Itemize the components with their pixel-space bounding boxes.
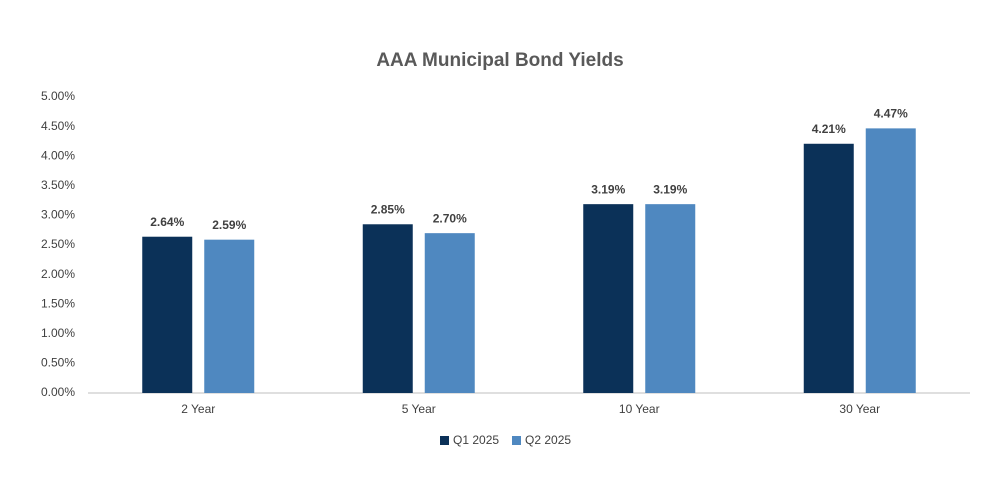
y-tick-label: 5.00% <box>41 89 75 103</box>
value-label: 2.70% <box>433 211 467 225</box>
value-label: 4.47% <box>874 107 908 121</box>
value-label: 2.85% <box>371 202 405 216</box>
bar <box>204 239 255 393</box>
bar <box>803 143 854 393</box>
value-label: 3.19% <box>653 182 687 196</box>
legend-swatch <box>440 436 449 445</box>
y-tick-label: 0.50% <box>41 356 75 370</box>
y-tick-label: 4.00% <box>41 148 75 162</box>
y-tick-label: 3.00% <box>41 208 75 222</box>
value-label: 2.59% <box>212 218 246 232</box>
value-label: 3.19% <box>591 182 625 196</box>
y-tick-label: 1.00% <box>41 326 75 340</box>
value-label: 2.64% <box>150 215 184 229</box>
bar <box>362 224 413 393</box>
bar <box>424 233 475 393</box>
chart-title: AAA Municipal Bond Yields <box>376 50 623 71</box>
y-tick-label: 1.50% <box>41 296 75 310</box>
bar <box>645 204 696 393</box>
x-tick-label: 5 Year <box>402 402 436 416</box>
y-tick-label: 0.00% <box>41 385 75 399</box>
y-tick-label: 2.00% <box>41 267 75 281</box>
x-tick-label: 10 Year <box>619 402 660 416</box>
x-tick-label: 2 Year <box>181 402 215 416</box>
bar <box>583 204 634 393</box>
x-tick-label: 30 Year <box>839 402 880 416</box>
legend-swatch <box>512 436 521 445</box>
bar <box>865 128 916 393</box>
legend-label: Q2 2025 <box>525 433 571 447</box>
bar <box>142 236 193 393</box>
y-tick-label: 3.50% <box>41 178 75 192</box>
legend-label: Q1 2025 <box>453 433 499 447</box>
y-tick-label: 4.50% <box>41 119 75 133</box>
value-label: 4.21% <box>812 122 846 136</box>
y-tick-label: 2.50% <box>41 237 75 251</box>
